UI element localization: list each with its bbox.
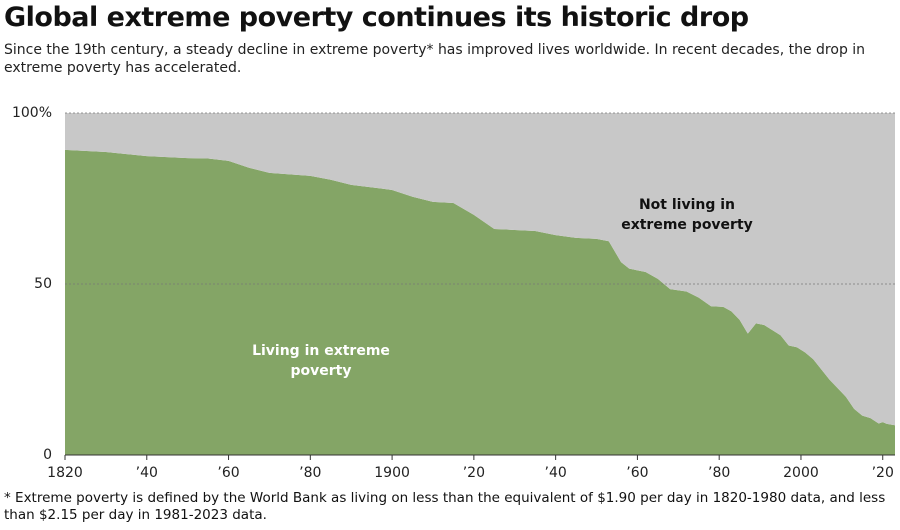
x-tick-label: ’80 — [708, 465, 730, 481]
x-tick-label: ’20 — [463, 465, 485, 481]
y-tick-label: 0 — [43, 447, 52, 463]
chart-subtitle: Since the 19th century, a steady decline… — [4, 42, 866, 76]
x-tick-label: ’80 — [299, 465, 321, 481]
area — [65, 149, 895, 455]
x-tick-label: ’40 — [545, 465, 567, 481]
x-tick-label: ’20 — [872, 465, 894, 481]
x-tick-label: 1900 — [374, 465, 410, 481]
x-tick-label: ’40 — [136, 465, 158, 481]
chart-title: Global extreme poverty continues its his… — [4, 2, 749, 33]
x-tick-label: ’60 — [626, 465, 648, 481]
x-tick-label: 2000 — [783, 465, 819, 481]
series-label: Living in extreme poverty — [252, 343, 390, 379]
y-tick-label: 100% — [12, 105, 52, 121]
footnote: * Extreme poverty is defined by the Worl… — [4, 490, 886, 523]
y-tick-label: 50 — [34, 276, 52, 292]
x-tick-label: ’60 — [217, 465, 239, 481]
series-label: Not living in extreme poverty — [621, 197, 753, 233]
area — [65, 113, 895, 426]
x-tick-label: 1820 — [47, 465, 83, 481]
